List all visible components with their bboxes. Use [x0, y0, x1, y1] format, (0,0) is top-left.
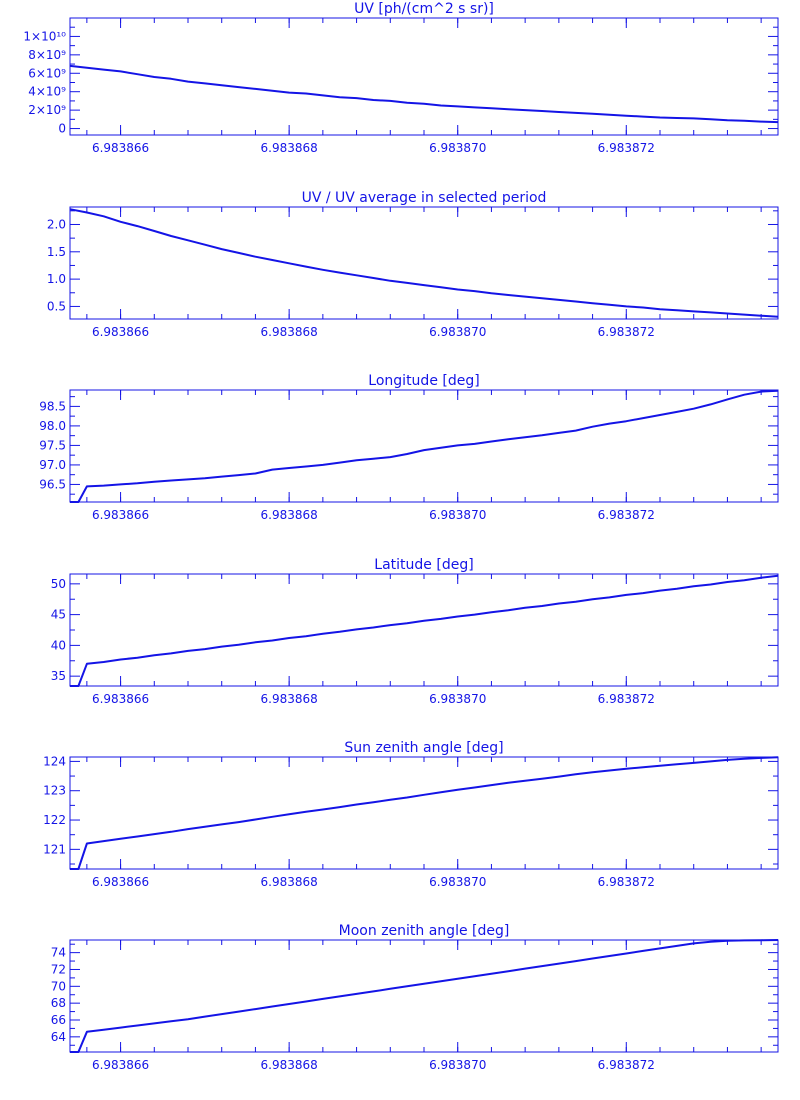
- x-tick-label: 6.983868: [261, 325, 318, 339]
- y-tick-label: 0.5: [47, 299, 66, 313]
- series-line: [70, 389, 779, 503]
- plot-frame: [69, 206, 779, 320]
- chart-panel-5: Sun zenith angle [deg] 6.983866 6.983868 6.…: [43, 740, 779, 889]
- y-tick-label: 66: [51, 1013, 66, 1027]
- series-line: [70, 756, 779, 870]
- x-tick-label: 6.983866: [92, 692, 149, 706]
- y-tick-label: 98.5: [39, 399, 66, 413]
- y-tick-label: 97.5: [39, 438, 66, 452]
- y-tick-label: 35: [51, 669, 66, 683]
- x-tick-label: 6.983872: [598, 875, 655, 889]
- x-tick-label: 6.983870: [429, 508, 486, 522]
- plot-frame: [69, 573, 779, 687]
- x-tick-label: 6.983872: [598, 508, 655, 522]
- chart-title: UV [ph/(cm^2 s sr)]: [354, 1, 494, 17]
- chart-panel-4: Latitude [deg] 6.983866 6.983868 6.983870 6.…: [51, 557, 779, 706]
- y-tick-label: 64: [51, 1030, 66, 1044]
- y-tick-label: 121: [43, 842, 66, 856]
- plot-frame: [69, 756, 779, 870]
- y-tick-label: 40: [51, 638, 66, 652]
- series-line: [69, 208, 779, 318]
- x-tick-label: 6.983868: [261, 508, 318, 522]
- x-tick-label: 6.983866: [92, 1058, 149, 1072]
- y-tick-label: 8×10⁹: [28, 48, 66, 62]
- x-tick-label: 6.983872: [598, 1058, 655, 1072]
- y-tick-label: 2.0: [47, 217, 66, 231]
- plot-frame: [69, 939, 779, 1053]
- chart-panel-3: Longitude [deg] 6.983866 6.983868 6.983870 6…: [39, 373, 779, 522]
- x-tick-label: 6.983870: [429, 875, 486, 889]
- series-line: [70, 574, 779, 687]
- x-tick-label: 6.983868: [261, 875, 318, 889]
- y-tick-label: 0: [58, 122, 66, 136]
- x-tick-label: 6.983872: [598, 325, 655, 339]
- y-tick-label: 123: [43, 784, 66, 798]
- y-tick-label: 45: [51, 608, 66, 622]
- chart-title: UV / UV average in selected period: [302, 190, 547, 206]
- chart-title: Latitude [deg]: [374, 557, 473, 573]
- x-tick-label: 6.983866: [92, 508, 149, 522]
- y-tick-label: 96.5: [39, 477, 66, 491]
- x-tick-label: 6.983868: [261, 1058, 318, 1072]
- y-tick-label: 1×10¹⁰: [23, 29, 66, 43]
- y-tick-label: 72: [51, 962, 66, 976]
- y-tick-label: 1.0: [47, 272, 66, 286]
- y-tick-label: 97.0: [39, 458, 66, 472]
- y-tick-label: 50: [51, 577, 66, 591]
- y-tick-label: 74: [51, 946, 66, 960]
- y-tick-label: 4×10⁹: [28, 85, 66, 99]
- y-tick-label: 6×10⁹: [28, 66, 66, 80]
- x-tick-label: 6.983872: [598, 141, 655, 155]
- y-tick-label: 1.5: [47, 245, 66, 259]
- chart-title: Moon zenith angle [deg]: [339, 923, 510, 939]
- series-line: [69, 64, 779, 124]
- x-tick-label: 6.983870: [429, 692, 486, 706]
- y-tick-label: 68: [51, 996, 66, 1010]
- x-tick-label: 6.983868: [261, 692, 318, 706]
- y-tick-label: 124: [43, 754, 66, 768]
- series-line: [70, 939, 779, 1053]
- y-tick-label: 122: [43, 813, 66, 827]
- y-tick-label: 2×10⁹: [28, 103, 66, 117]
- chart-panel-2: UV / UV average in selected period 6.9838…: [47, 190, 779, 339]
- x-tick-label: 6.983870: [429, 1058, 486, 1072]
- y-tick-label: 98.0: [39, 419, 66, 433]
- plot-frame: [69, 389, 779, 503]
- x-tick-label: 6.983866: [92, 875, 149, 889]
- chart-panel-1: UV [ph/(cm^2 s sr)] 6.983866 6.983868 6.983…: [23, 1, 779, 155]
- chart-panel-6: Moon zenith angle [deg] 6.983866 6.983868 6…: [51, 923, 779, 1072]
- y-tick-label: 70: [51, 979, 66, 993]
- x-tick-label: 6.983866: [92, 325, 149, 339]
- x-tick-label: 6.983866: [92, 141, 149, 155]
- x-tick-label: 6.983872: [598, 692, 655, 706]
- chart-title: Longitude [deg]: [368, 373, 479, 389]
- x-tick-label: 6.983868: [261, 141, 318, 155]
- x-tick-label: 6.983870: [429, 141, 486, 155]
- x-tick-label: 6.983870: [429, 325, 486, 339]
- chart-title: Sun zenith angle [deg]: [344, 740, 503, 756]
